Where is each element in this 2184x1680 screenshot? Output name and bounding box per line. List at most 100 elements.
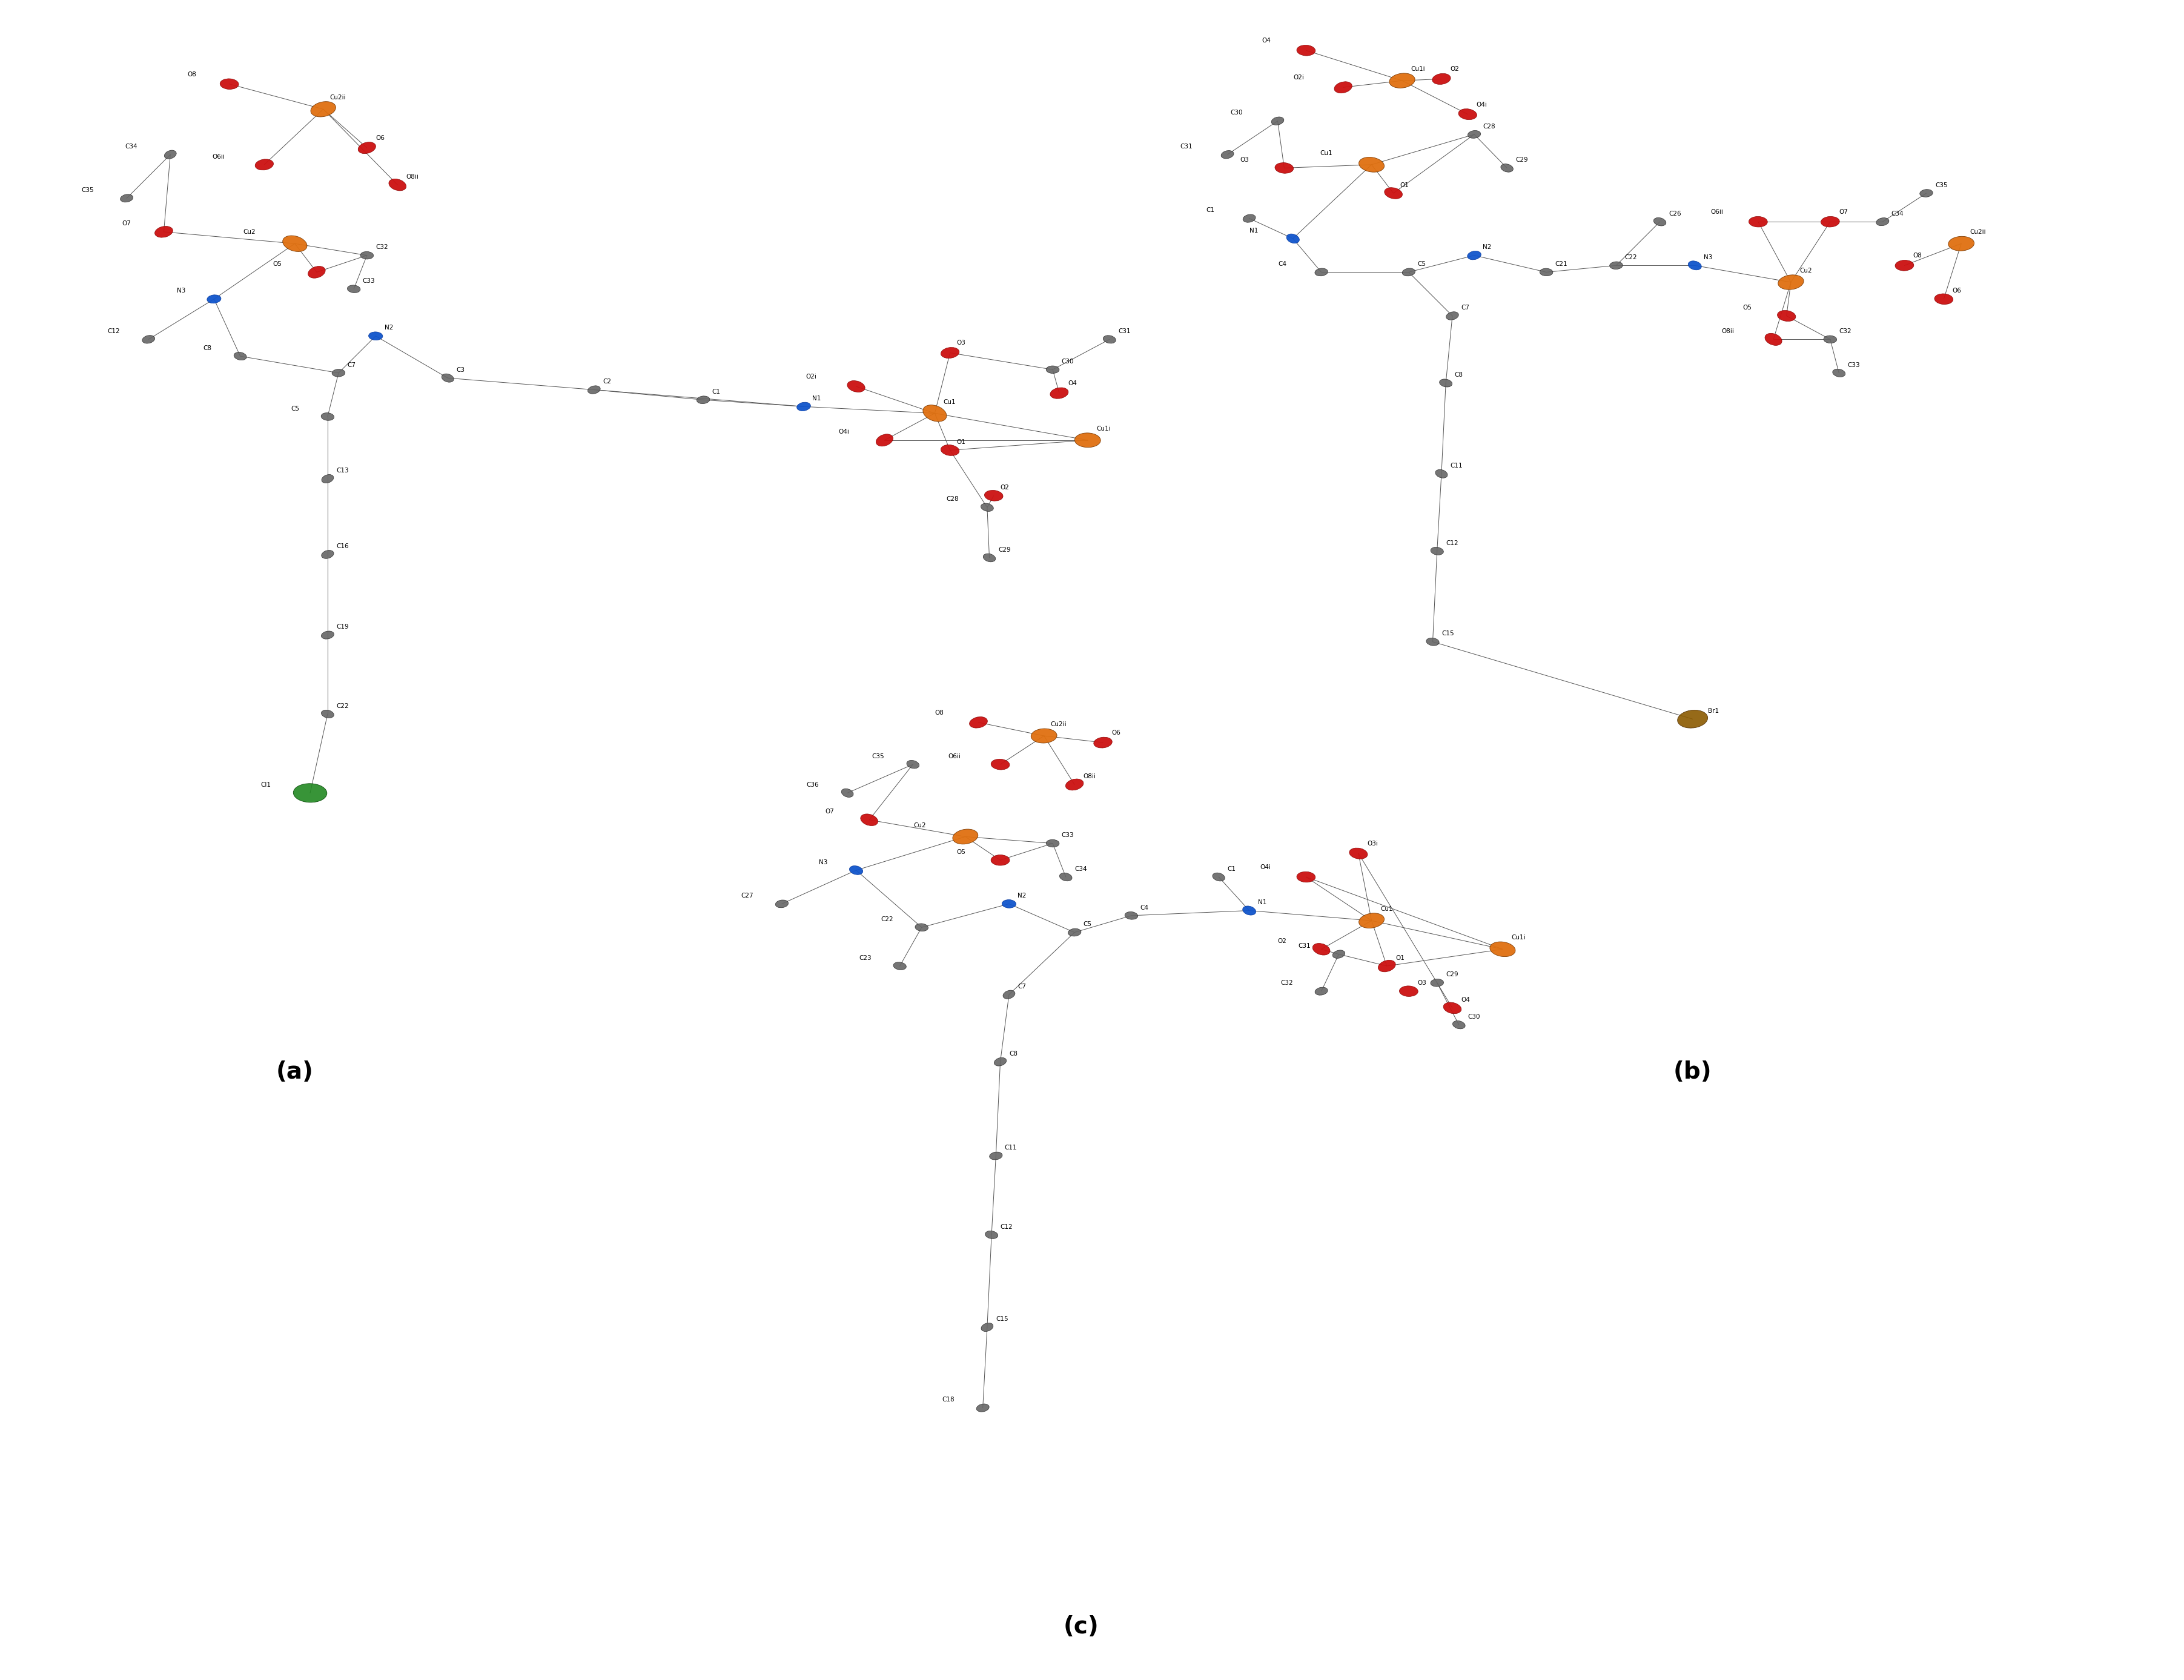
Text: C33: C33	[363, 277, 376, 284]
Text: C33: C33	[1061, 832, 1075, 838]
Ellipse shape	[893, 963, 906, 969]
Text: C7: C7	[1461, 304, 1470, 311]
Text: C12: C12	[1446, 539, 1459, 546]
Text: C30: C30	[1468, 1013, 1481, 1020]
Ellipse shape	[1059, 874, 1072, 880]
Text: C23: C23	[858, 954, 871, 961]
Ellipse shape	[1332, 951, 1345, 958]
Ellipse shape	[321, 474, 334, 484]
Text: O2: O2	[1000, 484, 1009, 491]
Ellipse shape	[992, 759, 1009, 769]
Text: Cu1i: Cu1i	[1096, 425, 1112, 432]
Text: C21: C21	[1555, 260, 1568, 267]
Text: C27: C27	[740, 892, 753, 899]
Ellipse shape	[221, 79, 238, 89]
Ellipse shape	[1315, 988, 1328, 995]
Ellipse shape	[1920, 190, 1933, 197]
Text: N1: N1	[1258, 899, 1267, 906]
Ellipse shape	[941, 348, 959, 358]
Text: O6ii: O6ii	[1710, 208, 1723, 215]
Text: C4: C4	[1278, 260, 1286, 267]
Ellipse shape	[120, 195, 133, 202]
Text: C22: C22	[880, 916, 893, 922]
Ellipse shape	[1243, 906, 1256, 916]
Text: Cu1: Cu1	[1319, 150, 1332, 156]
Text: O1: O1	[1400, 181, 1409, 188]
Text: Cu2ii: Cu2ii	[330, 94, 345, 101]
Text: O6ii: O6ii	[212, 153, 225, 160]
Ellipse shape	[1540, 269, 1553, 276]
Text: C15: C15	[996, 1315, 1009, 1322]
Text: O3: O3	[1417, 979, 1426, 986]
Text: O2i: O2i	[806, 373, 817, 380]
Text: C36: C36	[806, 781, 819, 788]
Text: N1: N1	[812, 395, 821, 402]
Ellipse shape	[697, 396, 710, 403]
Text: C8: C8	[1009, 1050, 1018, 1057]
Ellipse shape	[1653, 218, 1666, 225]
Ellipse shape	[1439, 380, 1452, 386]
Text: Cl1: Cl1	[260, 781, 271, 788]
Ellipse shape	[1444, 1003, 1461, 1013]
Ellipse shape	[1935, 294, 1952, 304]
Ellipse shape	[1452, 1021, 1465, 1028]
Ellipse shape	[1765, 333, 1782, 346]
Text: O1: O1	[957, 438, 965, 445]
Ellipse shape	[981, 504, 994, 511]
Text: C30: C30	[1061, 358, 1075, 365]
Text: N3: N3	[819, 858, 828, 865]
Text: C2: C2	[603, 378, 612, 385]
Ellipse shape	[1031, 729, 1057, 743]
Ellipse shape	[207, 294, 221, 304]
Text: Cu1i: Cu1i	[1411, 66, 1426, 72]
Text: C28: C28	[1483, 123, 1496, 129]
Text: O8: O8	[935, 709, 943, 716]
Ellipse shape	[976, 1404, 989, 1411]
Text: O4: O4	[1068, 380, 1077, 386]
Text: C35: C35	[871, 753, 885, 759]
Ellipse shape	[332, 370, 345, 376]
Ellipse shape	[587, 386, 601, 393]
Ellipse shape	[164, 150, 177, 160]
Text: N3: N3	[177, 287, 186, 294]
Text: C35: C35	[1935, 181, 1948, 188]
Ellipse shape	[985, 1231, 998, 1238]
Ellipse shape	[1677, 711, 1708, 727]
Text: N2: N2	[1018, 892, 1026, 899]
Ellipse shape	[915, 924, 928, 931]
Ellipse shape	[860, 813, 878, 827]
Ellipse shape	[1431, 548, 1444, 554]
Text: O5: O5	[957, 848, 965, 855]
Text: O1: O1	[1396, 954, 1404, 961]
Ellipse shape	[1378, 959, 1396, 973]
Text: O4i: O4i	[1476, 101, 1487, 108]
Ellipse shape	[1212, 874, 1225, 880]
Text: C30: C30	[1230, 109, 1243, 116]
Ellipse shape	[1297, 872, 1315, 882]
Text: Cu1: Cu1	[943, 398, 957, 405]
Ellipse shape	[1275, 163, 1293, 173]
Text: C32: C32	[1839, 328, 1852, 334]
Ellipse shape	[1297, 45, 1315, 55]
Text: O7: O7	[122, 220, 131, 227]
Text: N1: N1	[1249, 227, 1258, 234]
Text: C26: C26	[1669, 210, 1682, 217]
Ellipse shape	[389, 178, 406, 192]
Text: O4: O4	[1461, 996, 1470, 1003]
Text: C18: C18	[941, 1396, 954, 1403]
Text: N2: N2	[384, 324, 393, 331]
Text: Cu1: Cu1	[1380, 906, 1393, 912]
Text: C1: C1	[1227, 865, 1236, 872]
Ellipse shape	[1778, 276, 1804, 289]
Text: O8: O8	[1913, 252, 1922, 259]
Text: C4: C4	[1140, 904, 1149, 911]
Ellipse shape	[282, 235, 308, 252]
Ellipse shape	[155, 227, 173, 237]
Text: O3: O3	[957, 339, 965, 346]
Ellipse shape	[1051, 388, 1068, 398]
Text: C3: C3	[456, 366, 465, 373]
Text: Cu2: Cu2	[1800, 267, 1813, 274]
Ellipse shape	[847, 381, 865, 391]
Text: C8: C8	[1455, 371, 1463, 378]
Ellipse shape	[906, 761, 919, 768]
